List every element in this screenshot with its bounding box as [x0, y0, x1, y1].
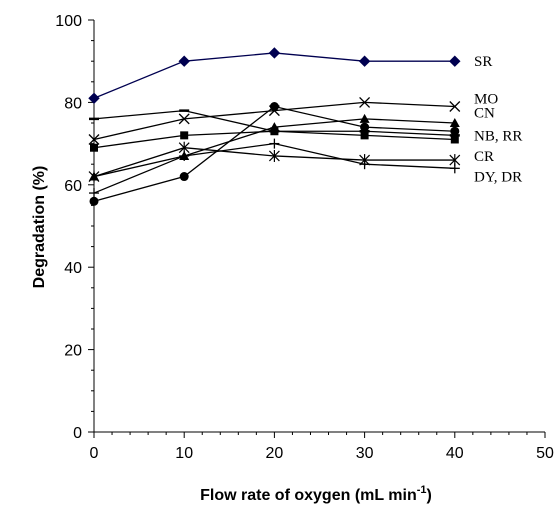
data-point-diamond — [358, 55, 371, 67]
data-point-diamond — [268, 47, 281, 59]
x-axis-title-main: Flow rate of oxygen (mL min — [200, 487, 417, 504]
data-point-x-stroke — [268, 105, 280, 117]
data-point-x-stroke — [449, 101, 461, 112]
data-point-x-stroke — [359, 96, 371, 108]
data-point-star — [88, 170, 100, 183]
x-tick-label: 20 — [266, 445, 284, 462]
data-point-circle — [360, 122, 370, 132]
x-axis-title: Flow rate of oxygen (mL min-1) — [200, 484, 432, 504]
x-tick-label: 30 — [356, 445, 374, 462]
axes: 0 20 40 60 80 100 0 10 20 30 40 50 — [55, 13, 554, 462]
data-point-square — [270, 127, 279, 136]
series-annotation: NB, RR — [474, 128, 522, 144]
series-layer — [88, 47, 461, 206]
data-point-plus — [449, 163, 460, 174]
data-point-x — [359, 96, 371, 108]
series-plus — [89, 138, 460, 199]
data-point-plus — [269, 138, 280, 149]
data-point-star — [268, 149, 280, 162]
data-point-triangle — [449, 118, 460, 127]
series-x — [88, 96, 461, 145]
y-tick-label: 0 — [73, 425, 82, 442]
series-annotation: CR — [474, 149, 494, 165]
y-tick-label: 100 — [55, 13, 82, 30]
data-point-x-stroke — [88, 134, 100, 145]
data-point-plus — [89, 188, 99, 199]
series-circle — [89, 102, 460, 206]
y-tick-label: 40 — [64, 260, 82, 277]
data-point-circle — [89, 196, 99, 206]
x-axis-title-superscript: -1 — [417, 484, 427, 496]
data-point-circle — [179, 172, 189, 182]
series-square — [90, 127, 459, 152]
data-point-diamond — [449, 55, 461, 67]
data-point-plus — [179, 150, 190, 161]
y-tick-label: 80 — [64, 95, 82, 112]
x-tick-label: 50 — [536, 445, 554, 462]
data-point-circle — [450, 126, 460, 136]
data-point-plus — [359, 159, 370, 170]
data-point-square — [180, 131, 189, 140]
data-point-x-stroke — [178, 113, 190, 125]
x-tick-label: 0 — [90, 445, 99, 462]
data-point-circle — [269, 102, 279, 112]
x-tick-label: 10 — [175, 445, 193, 462]
data-point-x — [178, 113, 190, 125]
data-point-diamond — [88, 92, 100, 104]
series-annotation: DY, DR — [474, 170, 522, 186]
data-point-x — [449, 101, 461, 112]
data-point-diamond — [178, 55, 190, 67]
data-point-x — [268, 105, 280, 117]
series-annotation: MO — [474, 91, 498, 107]
data-point-square — [360, 131, 369, 140]
series-annotation: CN — [474, 106, 495, 122]
x-axis-title-close: ) — [427, 487, 432, 504]
data-point-square — [90, 143, 98, 152]
series-line — [93, 52, 455, 99]
data-point-x — [88, 134, 100, 145]
y-tick-label: 20 — [64, 343, 82, 360]
series-annotation: SR — [474, 54, 492, 70]
y-tick-label: 60 — [64, 178, 82, 195]
series-diamond — [88, 47, 461, 104]
x-tick-label: 40 — [446, 445, 464, 462]
data-point-square — [450, 135, 459, 144]
y-axis-title: Degradation (%) — [31, 166, 48, 289]
data-point-triangle — [359, 113, 370, 123]
